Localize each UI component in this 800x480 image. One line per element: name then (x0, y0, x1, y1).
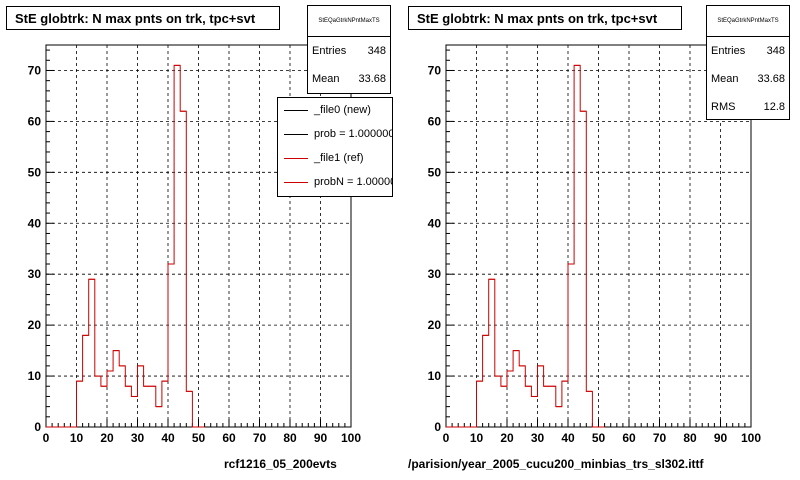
legend-entry-probN: probN = 1.000000 (278, 170, 392, 194)
p1-ytick-label-7: 70 (428, 63, 442, 77)
legend-swatch-file1 (284, 158, 308, 159)
legend-swatch-probN (284, 182, 308, 183)
p1-ytick-label-3: 30 (428, 267, 442, 281)
p1-ytick-label-5: 50 (428, 165, 442, 179)
left-histogram: 0 10 20 30 40 50 60 70 80 90 100 0 10 20 30 40 50 60 70 (28, 44, 361, 445)
p0-ytick-label-5: 50 (28, 165, 42, 179)
p0-xtick-label-3: 30 (131, 431, 145, 445)
p1-xtick-label-8: 80 (683, 431, 697, 445)
right-entries-value: 348 (766, 45, 785, 57)
p0-ytick-label-6: 60 (28, 114, 42, 128)
right-stats-name: StEQaGtrkNPntMaxTS (707, 6, 789, 37)
p1-xtick-label-9: 90 (714, 431, 728, 445)
p1-xtick-label-5: 50 (592, 431, 606, 445)
p0-xtick-label-6: 60 (222, 431, 236, 445)
p0-xtick-label-10: 100 (341, 431, 361, 445)
p1-xtick-label-2: 20 (500, 431, 514, 445)
p0-ytick-label-7: 70 (28, 63, 42, 77)
legend-swatch-prob (284, 134, 308, 135)
right-mean-value: 33.68 (757, 73, 785, 85)
p0-ytick-label-4: 40 (28, 216, 42, 230)
p1-xtick-label-4: 40 (561, 431, 575, 445)
right-histogram: 0 10 20 30 40 50 60 70 80 90 100 0 10 20 30 40 50 60 70 (428, 44, 761, 445)
p1-ytick-label-4: 40 (428, 216, 442, 230)
p1-xtick-label-3: 30 (531, 431, 545, 445)
p1-ytick-label-6: 60 (428, 114, 442, 128)
right-entries-label: Entries (711, 45, 746, 57)
legend-label-file0: _file0 (new) (314, 104, 371, 116)
p1-xtick-label-1: 10 (470, 431, 484, 445)
legend-entry-prob: prob = 1.000000 (278, 122, 392, 146)
legend-label-probN: probN = 1.000000 (314, 176, 392, 188)
left-mean-label: Mean (312, 73, 340, 85)
left-stats-name: StEQaGtrkNPntMaxTS (308, 6, 390, 37)
right-rms-value: 12.8 (763, 101, 785, 113)
p0-xtick-label-1: 10 (70, 431, 84, 445)
left-mean-value: 33.68 (358, 73, 386, 85)
legend-entry-file1: _file1 (ref) (278, 146, 392, 170)
p0-xtick-label-9: 90 (314, 431, 328, 445)
right-stats-box: StEQaGtrkNPntMaxTS Entries 348 Mean 33.68 … (706, 5, 790, 120)
left-entries-value: 348 (367, 45, 386, 57)
left-file-label: rcf1216_05_200evts (224, 457, 337, 471)
p0-xtick-label-4: 40 (161, 431, 175, 445)
legend-entry-file0: _file0 (new) (278, 98, 392, 122)
left-legend: _file0 (new) prob = 1.000000 _file1 (ref… (277, 97, 393, 197)
p0-xtick-label-2: 20 (100, 431, 114, 445)
p0-xtick-label-0: 0 (43, 431, 50, 445)
p0-xtick-label-5: 50 (192, 431, 206, 445)
p1-xtick-label-7: 70 (653, 431, 667, 445)
legend-label-prob: prob = 1.000000 (314, 128, 393, 140)
right-chart-title: StE globtrk: N max pnts on trk, tpc+svt (408, 6, 682, 30)
p0-xtick-label-7: 70 (253, 431, 267, 445)
p1-xtick-label-10: 100 (741, 431, 761, 445)
p1-xtick-label-6: 60 (622, 431, 636, 445)
left-stats-box: StEQaGtrkNPntMaxTS Entries 348 Mean 33.68 (307, 5, 391, 94)
p1-ytick-label-0: 0 (434, 420, 441, 434)
p0-ytick-label-0: 0 (34, 420, 41, 434)
left-entries-label: Entries (312, 45, 347, 57)
p0-ytick-label-2: 20 (28, 318, 42, 332)
p0-ytick-label-3: 30 (28, 267, 42, 281)
left-chart-title: StE globtrk: N max pnts on trk, tpc+svt (6, 6, 280, 30)
p1-xtick-label-0: 0 (443, 431, 450, 445)
p0-ytick-label-1: 10 (28, 369, 42, 383)
right-rms-label: RMS (711, 101, 736, 113)
p1-ytick-label-1: 10 (428, 369, 442, 383)
p0-xtick-label-8: 80 (283, 431, 297, 445)
right-file-label: parision/year_2005_cucu200_minbias_trs_s… (408, 457, 704, 471)
p1-ytick-label-2: 20 (428, 318, 442, 332)
legend-swatch-file0 (284, 110, 308, 111)
right-mean-label: Mean (711, 73, 739, 85)
legend-label-file1: _file1 (ref) (314, 152, 364, 164)
